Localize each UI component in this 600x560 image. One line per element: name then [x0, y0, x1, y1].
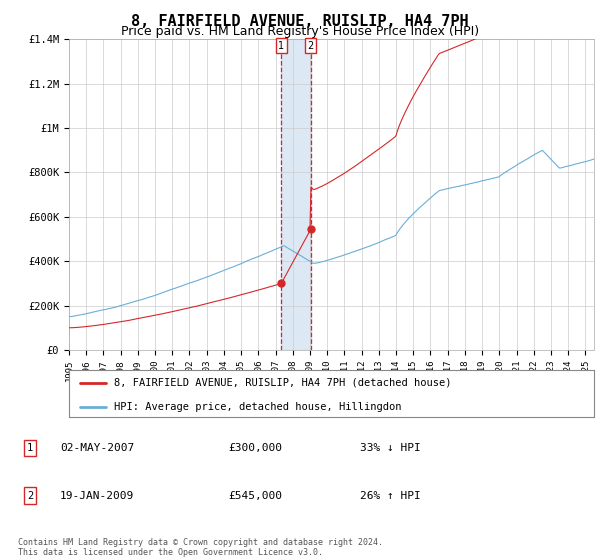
- Text: 2: 2: [27, 491, 33, 501]
- Text: £545,000: £545,000: [228, 491, 282, 501]
- Text: Price paid vs. HM Land Registry's House Price Index (HPI): Price paid vs. HM Land Registry's House …: [121, 25, 479, 38]
- Text: 2: 2: [308, 41, 314, 51]
- Text: HPI: Average price, detached house, Hillingdon: HPI: Average price, detached house, Hill…: [113, 402, 401, 412]
- Text: 1: 1: [278, 41, 284, 51]
- Text: Contains HM Land Registry data © Crown copyright and database right 2024.
This d: Contains HM Land Registry data © Crown c…: [18, 538, 383, 557]
- Text: 8, FAIRFIELD AVENUE, RUISLIP, HA4 7PH (detached house): 8, FAIRFIELD AVENUE, RUISLIP, HA4 7PH (d…: [113, 378, 451, 388]
- Text: 8, FAIRFIELD AVENUE, RUISLIP, HA4 7PH: 8, FAIRFIELD AVENUE, RUISLIP, HA4 7PH: [131, 14, 469, 29]
- Text: 19-JAN-2009: 19-JAN-2009: [60, 491, 134, 501]
- Text: £300,000: £300,000: [228, 443, 282, 453]
- Bar: [281, 39, 311, 350]
- Text: 26% ↑ HPI: 26% ↑ HPI: [360, 491, 421, 501]
- Text: 02-MAY-2007: 02-MAY-2007: [60, 443, 134, 453]
- Text: 1: 1: [27, 443, 33, 453]
- Text: 33% ↓ HPI: 33% ↓ HPI: [360, 443, 421, 453]
